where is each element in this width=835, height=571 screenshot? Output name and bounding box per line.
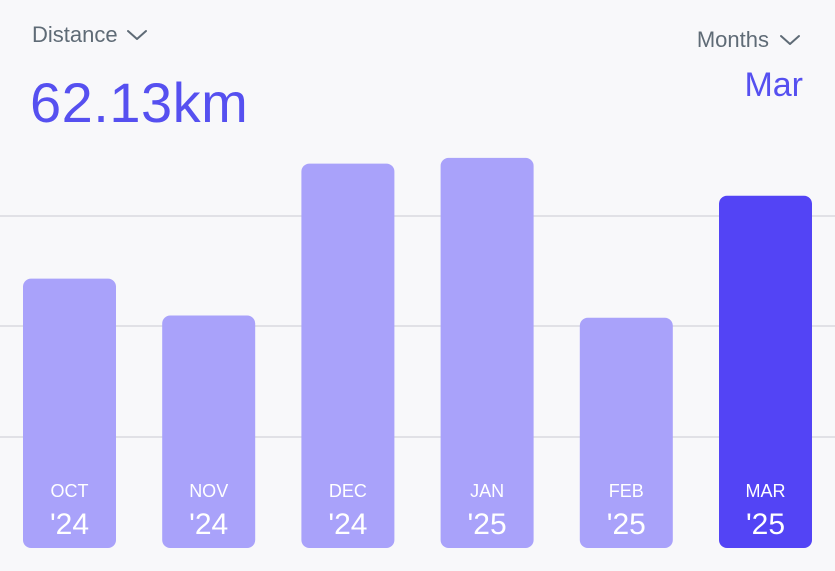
bar-group-mar[interactable]: MAR '25 [719,195,812,548]
period-label: Months [696,27,769,52]
bar-group-nov[interactable]: NOV '24 [162,315,256,548]
bar-year-label: '24 [50,508,89,541]
bar-group-dec[interactable]: DEC '24 [301,163,395,548]
bar-group-oct[interactable]: OCT '24 [23,278,116,548]
bar-month-label: FEB [609,481,644,501]
bar-month-label: MAR [746,481,786,501]
period-dropdown[interactable]: Months [697,27,801,53]
bar-month-label: DEC [329,481,367,501]
bar-year-label: '24 [328,508,367,541]
selected-period-label: Mar [744,66,803,104]
total-distance-value: 62.13km [30,71,249,134]
bar-group-jan[interactable]: JAN '25 [440,157,534,549]
bar[interactable] [719,195,812,548]
chevron-down-icon [779,33,801,47]
bar[interactable] [440,157,534,549]
bar-year-label: '25 [468,508,507,541]
bar[interactable] [301,163,395,548]
bar-month-label: OCT [51,481,89,501]
bar-year-label: '25 [607,508,646,541]
metric-label: Distance [32,22,118,47]
bar[interactable] [579,317,673,548]
bar[interactable] [23,278,116,548]
chevron-down-icon [126,28,148,42]
bar-year-label: '25 [746,508,785,541]
bar-group-feb[interactable]: FEB '25 [579,317,673,548]
metric-dropdown[interactable]: Distance [32,22,148,48]
bar-year-label: '24 [189,508,228,541]
bar[interactable] [162,315,256,548]
bar-month-label: NOV [189,481,228,501]
bar-month-label: JAN [470,481,504,501]
